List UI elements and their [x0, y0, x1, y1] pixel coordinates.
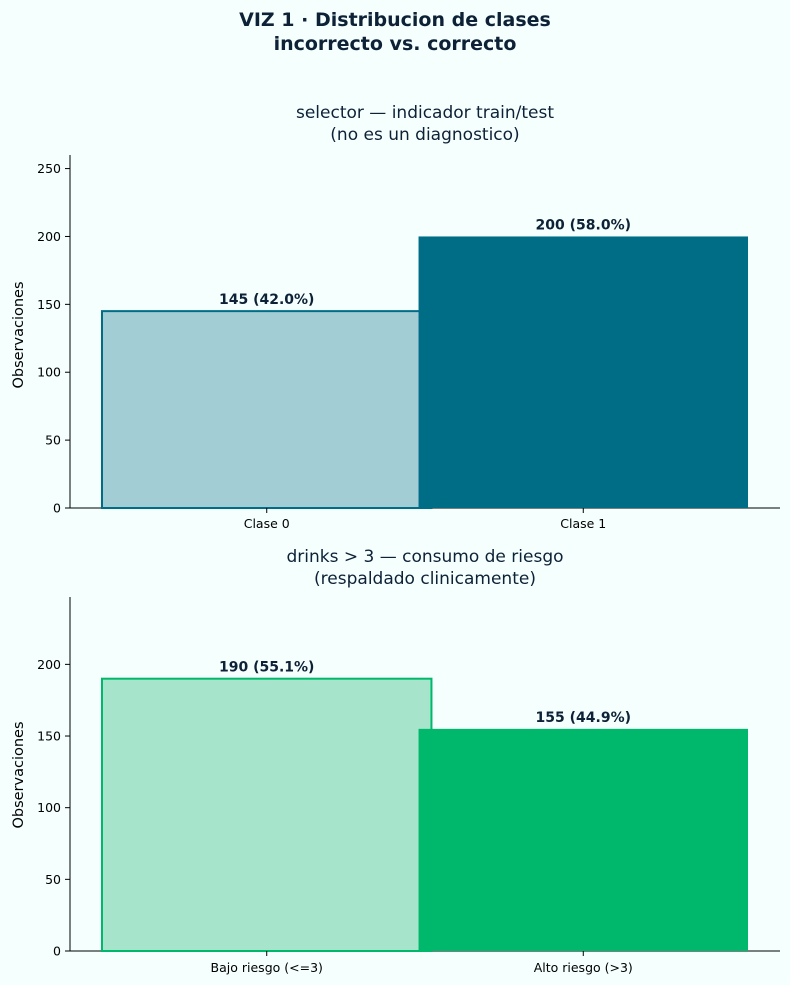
bar-0 [101, 310, 433, 509]
chart-title-line-1: drinks > 3 — consumo de riesgo [286, 547, 563, 567]
figure-title-line-2: incorrecto vs. correcto [274, 33, 517, 55]
chart-title-line-2: (respaldado clinicamente) [314, 569, 536, 589]
y-tick-label: 50 [45, 872, 61, 887]
chart-title-line-1: selector — indicador train/test [296, 103, 554, 123]
bar-1 [418, 236, 748, 508]
y-tick-label: 200 [37, 229, 61, 244]
x-tick-label: Alto riesgo (>3) [534, 960, 633, 975]
data-label: 200 (58.0%) [536, 217, 631, 233]
bar-0 [101, 677, 433, 952]
x-tick-label: Bajo riesgo (<=3) [211, 960, 323, 975]
bar-1 [418, 728, 748, 951]
x-tick-label: Clase 0 [244, 516, 290, 531]
y-tick-label: 150 [37, 729, 61, 744]
chart-drinks-risk: drinks > 3 — consumo de riesgo(respaldad… [11, 547, 780, 975]
y-tick-label: 150 [37, 297, 61, 312]
figure-title-line-1: VIZ 1 · Distribucion de clases [239, 9, 551, 31]
chart-selector: selector — indicador train/test(no es un… [11, 103, 780, 531]
y-tick-label: 50 [45, 433, 61, 448]
y-axis-label: Observaciones [11, 281, 27, 388]
chart-title-line-2: (no es un diagnostico) [330, 125, 519, 145]
x-tick-label: Clase 1 [560, 516, 606, 531]
y-tick-label: 100 [37, 365, 61, 380]
data-label: 190 (55.1%) [219, 660, 314, 676]
y-tick-label: 100 [37, 800, 61, 815]
y-tick-label: 250 [37, 161, 61, 176]
y-axis-label: Observaciones [11, 721, 27, 828]
data-label: 155 (44.9%) [536, 710, 631, 726]
y-tick-label: 0 [53, 501, 61, 516]
y-tick-label: 0 [53, 944, 61, 959]
data-label: 145 (42.0%) [219, 292, 314, 308]
y-tick-label: 200 [37, 657, 61, 672]
